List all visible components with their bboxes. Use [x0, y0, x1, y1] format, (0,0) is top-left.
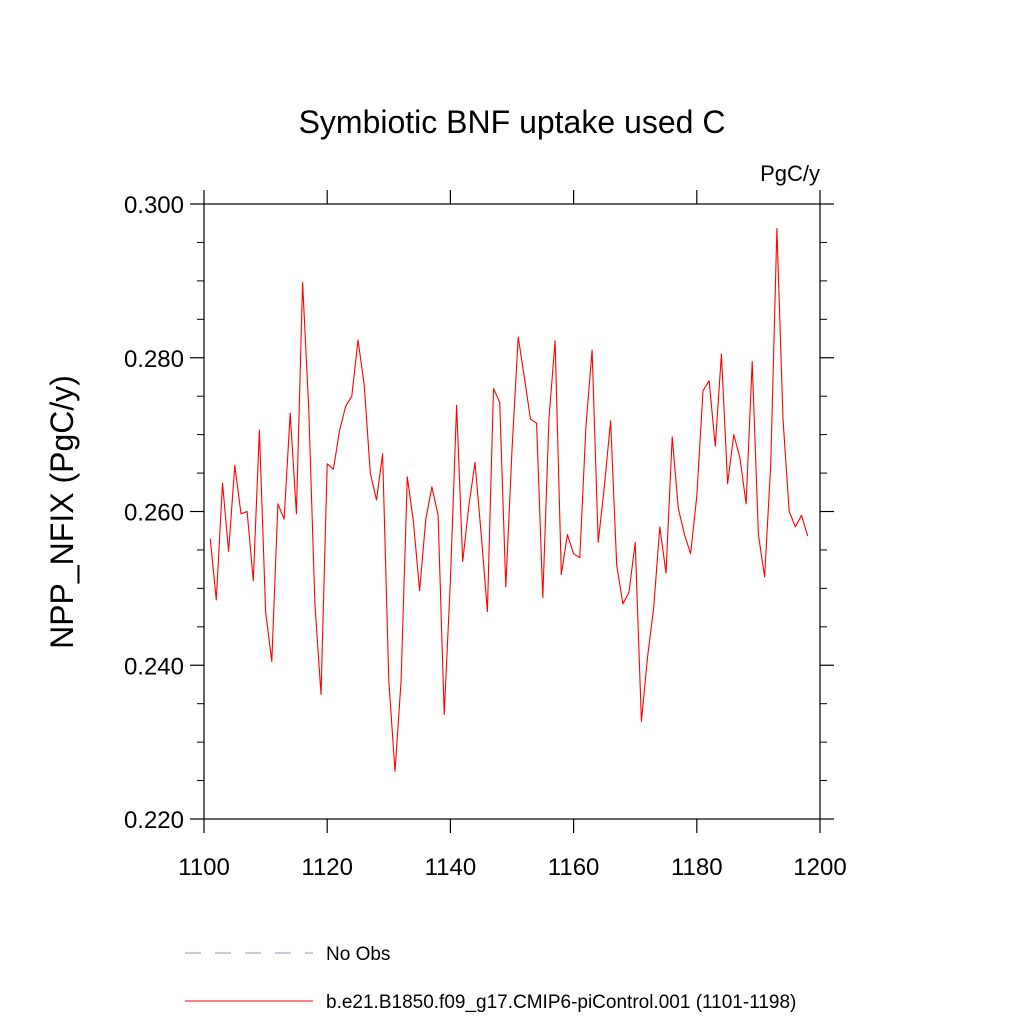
series-group: [209, 228, 809, 772]
y-tick-label: 0.300: [124, 192, 184, 219]
legend: No Obs b.e21.B1850.f09_g17.CMIP6-piContr…: [185, 944, 796, 1013]
x-tick-label: 1200: [793, 854, 846, 881]
y-tick-label: 0.280: [124, 346, 184, 373]
series-line-0: [209, 228, 809, 772]
x-tick-label: 1120: [301, 854, 353, 881]
y-tick-label: 0.260: [124, 500, 184, 527]
chart-title: Symbiotic BNF uptake used C: [299, 104, 726, 140]
plot-frame: [203, 203, 821, 820]
y-tick-label: 0.220: [124, 807, 184, 834]
x-tick-label: 1100: [178, 854, 230, 881]
y-tick-label: 0.240: [124, 653, 184, 680]
x-tick-label: 1140: [425, 854, 477, 881]
units-label: PgC/y: [760, 161, 820, 186]
y-ticks: [190, 203, 834, 820]
x-ticks: [203, 190, 821, 833]
legend-label-no-obs: No Obs: [326, 944, 390, 965]
legend-label-picontrol: b.e21.B1850.f09_g17.CMIP6-piControl.001 …: [326, 992, 796, 1013]
y-axis-label: NPP_NFIX (PgC/y): [44, 375, 80, 649]
x-tick-labels: 1100 1120 1140 1160 1180 1200: [178, 854, 847, 881]
x-tick-label: 1160: [548, 854, 600, 881]
x-tick-label: 1180: [671, 854, 723, 881]
y-tick-labels: 0.220 0.240 0.260 0.280 0.300: [124, 192, 184, 834]
